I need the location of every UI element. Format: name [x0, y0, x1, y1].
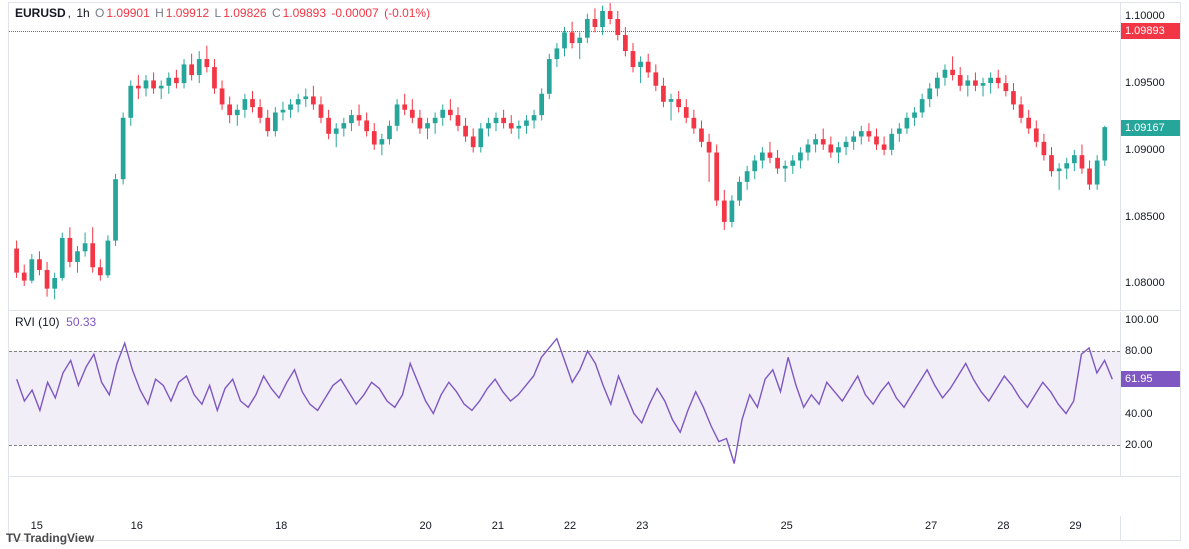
price-ytick: 1.09000	[1125, 144, 1165, 156]
rvi-yaxis[interactable]: 61.95 20.00 40.00 80.00 100.00	[1120, 312, 1180, 477]
ohlc-high: 1.09912	[166, 6, 209, 20]
price-ytick: 1.09500	[1125, 77, 1165, 89]
price-legend: EURUSD, 1h O1.09901 H1.09912 L1.09826 C1…	[15, 6, 432, 20]
time-xtick: 23	[636, 520, 648, 532]
price-ytick: 1.10000	[1125, 10, 1165, 22]
ohlc-low: 1.09826	[223, 6, 266, 20]
time-xtick: 21	[492, 520, 504, 532]
change-pct: (-0.01%)	[384, 6, 430, 20]
rvi-ytick: 40.00	[1125, 408, 1153, 420]
axis-corner	[1120, 516, 1180, 540]
price-ytick: 1.08500	[1125, 211, 1165, 223]
ohlc-open: 1.09901	[106, 6, 149, 20]
last-price-badge: 1.09167	[1121, 120, 1180, 136]
time-xaxis[interactable]: 1516182021222325272829	[9, 516, 1120, 540]
chart-container: EURUSD, 1h O1.09901 H1.09912 L1.09826 C1…	[8, 2, 1181, 541]
last-close-badge: 1.09893	[1121, 23, 1180, 39]
rvi-name[interactable]: RVI	[15, 315, 35, 329]
time-xtick: 28	[997, 520, 1009, 532]
rvi-period: 10	[42, 315, 55, 329]
time-xtick: 16	[131, 520, 143, 532]
rvi-pane[interactable]: RVI (10) 50.33	[9, 312, 1120, 477]
rvi-ytick: 20.00	[1125, 439, 1153, 451]
candlestick-svg	[9, 3, 1120, 310]
rvi-legend: RVI (10) 50.33	[15, 315, 96, 329]
rvi-last-badge: 61.95	[1121, 371, 1180, 387]
tradingview-watermark: TV TradingView	[6, 531, 94, 545]
symbol[interactable]: EURUSD	[15, 6, 66, 20]
timeframe[interactable]: 1h	[76, 6, 89, 20]
price-ytick: 1.08000	[1125, 277, 1165, 289]
rvi-ytick: 80.00	[1125, 345, 1153, 357]
price-pane[interactable]: EURUSD, 1h O1.09901 H1.09912 L1.09826 C1…	[9, 3, 1120, 311]
price-yaxis[interactable]: 1.09893 1.09167 1.08000 1.08500 1.09000 1.0…	[1120, 3, 1180, 311]
time-xtick: 20	[420, 520, 432, 532]
time-xtick: 18	[275, 520, 287, 532]
rvi-line-svg	[9, 312, 1120, 476]
time-xtick: 27	[925, 520, 937, 532]
rvi-value: 50.33	[66, 315, 96, 329]
time-xtick: 29	[1069, 520, 1081, 532]
change-abs: -0.00007	[331, 6, 378, 20]
time-xtick: 22	[564, 520, 576, 532]
time-xtick: 25	[781, 520, 793, 532]
rvi-ytick: 100.00	[1125, 314, 1159, 326]
ohlc-close: 1.09893	[283, 6, 326, 20]
